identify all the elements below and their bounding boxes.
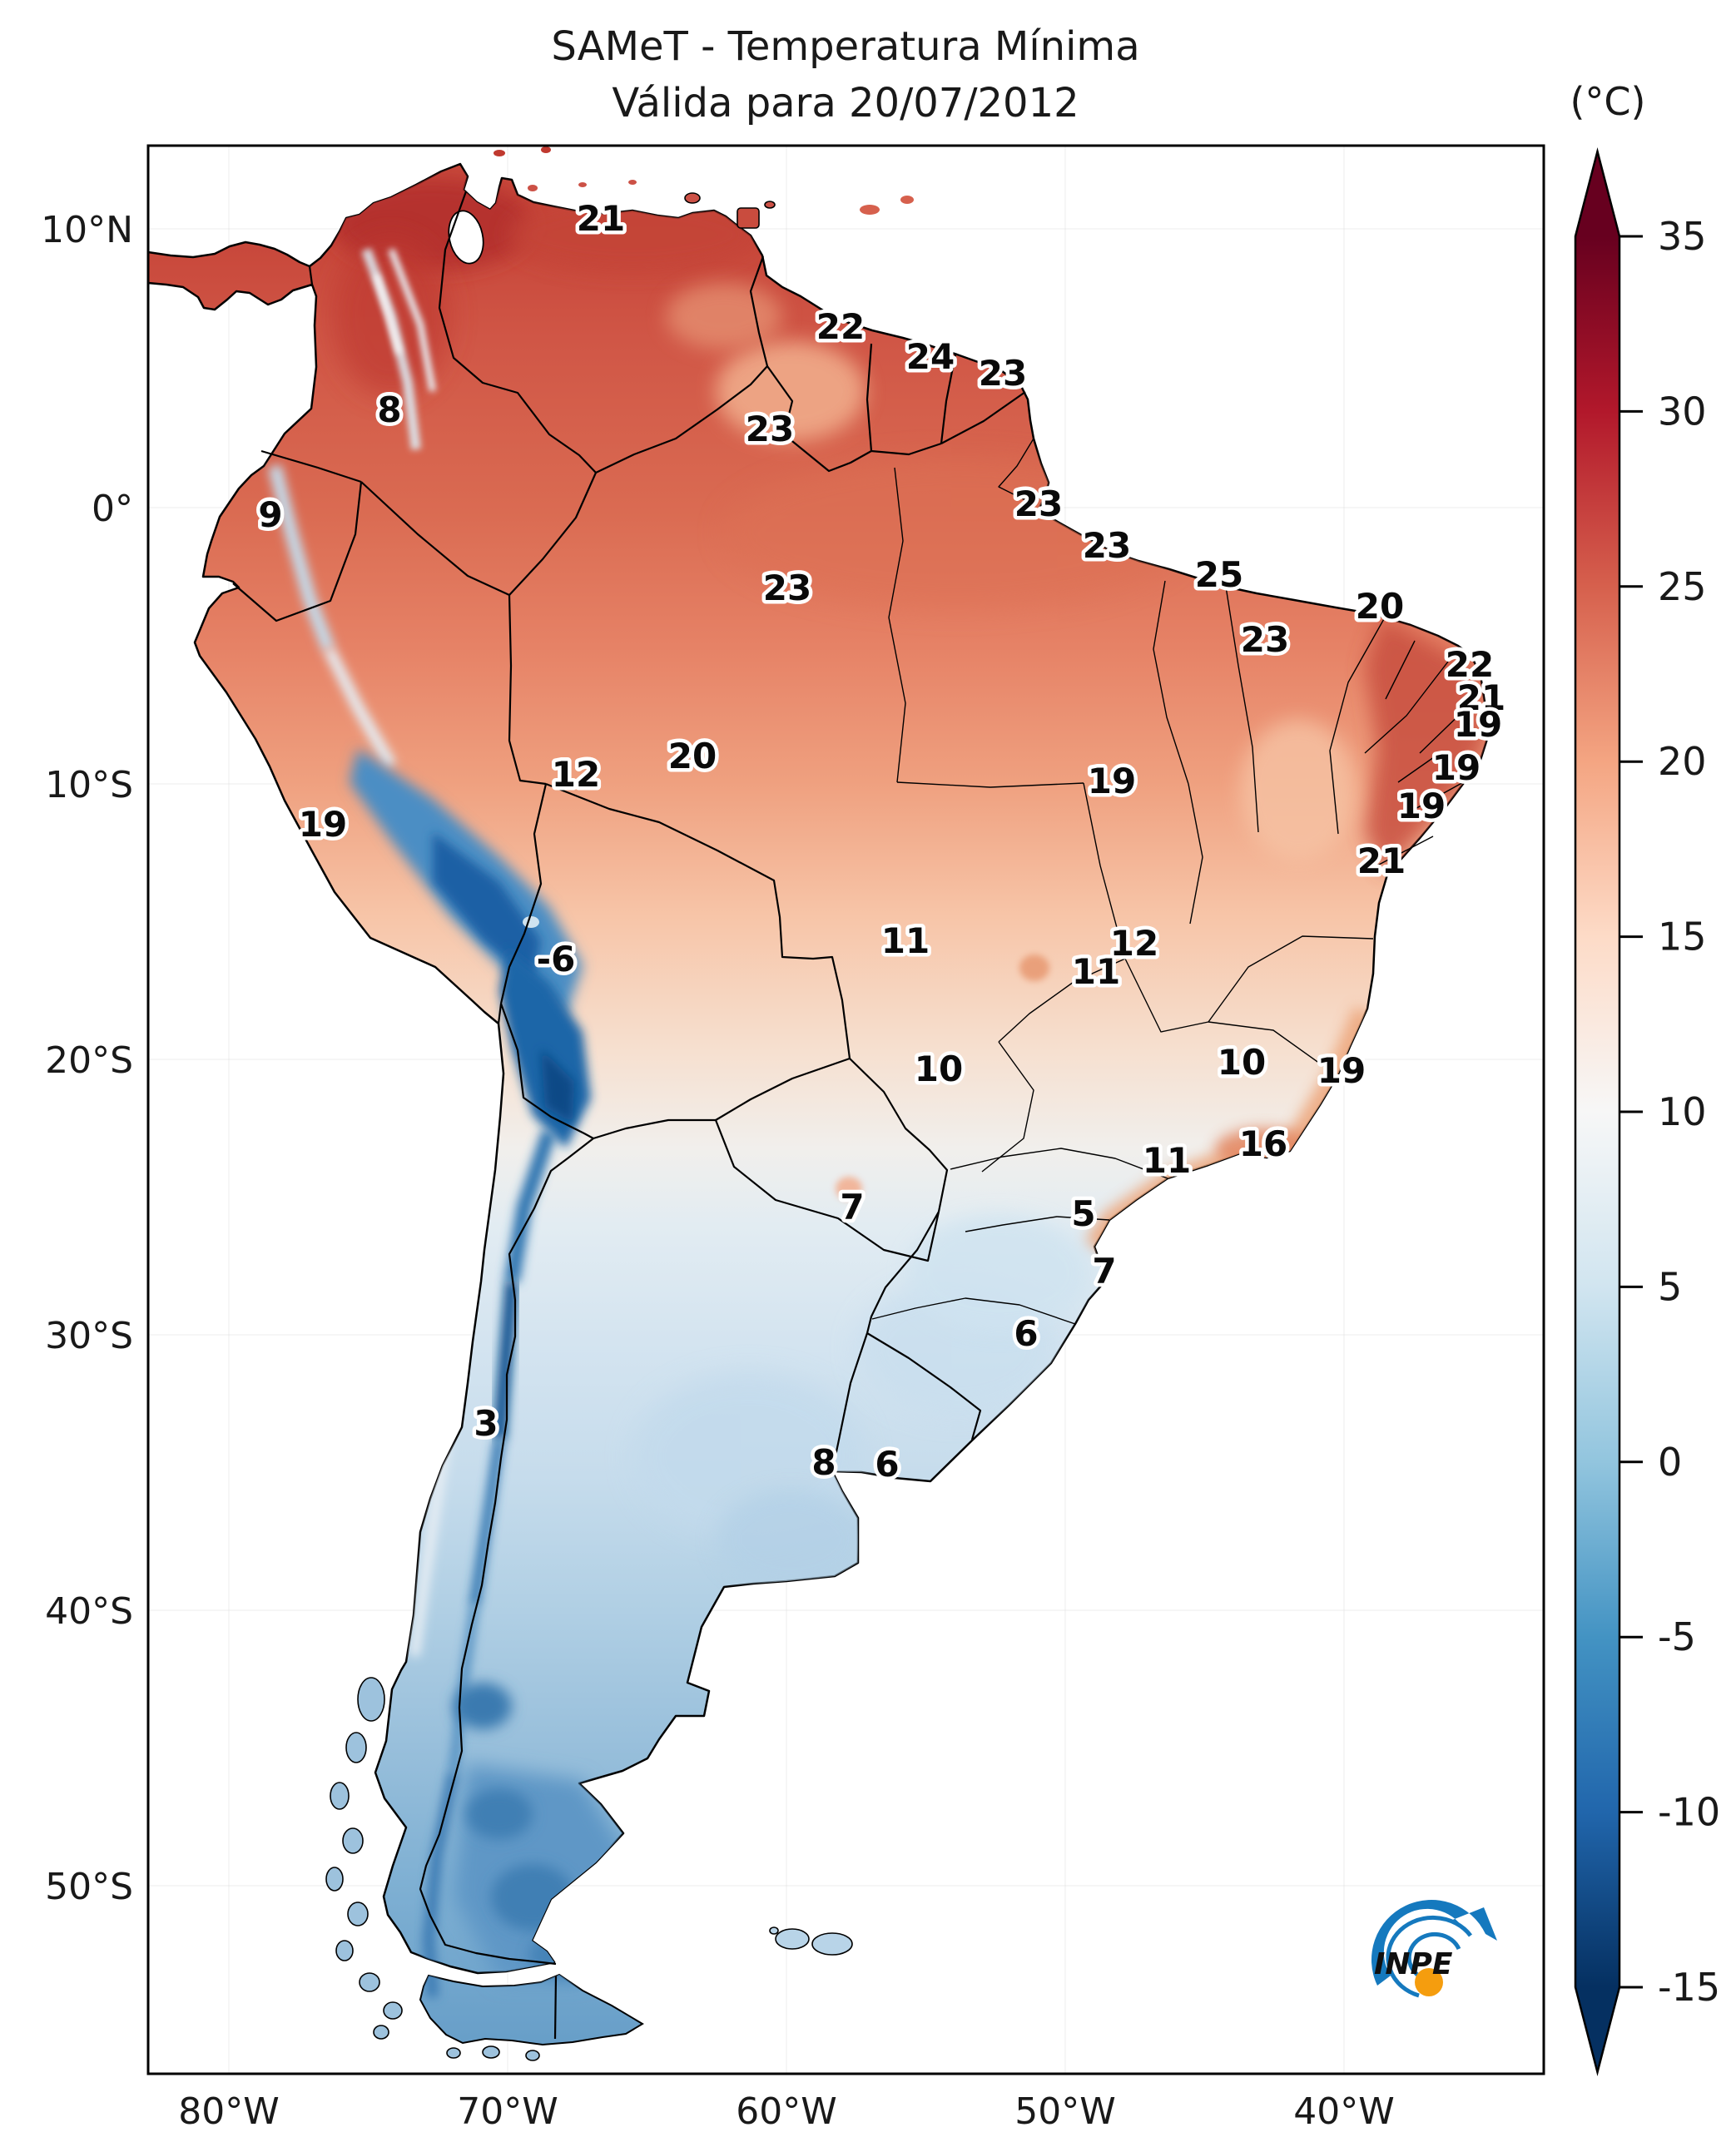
falkland-islands (769, 1926, 853, 1956)
temperature-value-label: 10 (1218, 1042, 1266, 1083)
inpe-logo-text: INPE (1374, 1947, 1453, 1981)
colorbar-unit-label: (°C) (1570, 79, 1645, 124)
islands (325, 146, 914, 2061)
colorbar-tick-label: 15 (1658, 915, 1707, 959)
temperature-value-label: 21 (1357, 840, 1406, 881)
colorbar-tick-label: 20 (1658, 739, 1707, 784)
temperature-value-label: 19 (1454, 704, 1502, 745)
map-title-line1: SAMeT - Temperatura Mínima (551, 23, 1139, 70)
inpe-logo-big-arrow-icon (1371, 1899, 1497, 1986)
temperature-value-label: 7 (1092, 1251, 1116, 1292)
colorbar-tick-label: 25 (1658, 564, 1707, 609)
colorbar-tick-label: 5 (1658, 1264, 1682, 1309)
longitude-tick-label: 40°W (1293, 2090, 1395, 2133)
temperature-value-label: 23 (763, 568, 811, 608)
colorbar-tick-label: 35 (1658, 214, 1707, 259)
temperature-value-label: 20 (668, 736, 717, 776)
inpe-logo-swirl-icon (1386, 1915, 1473, 1998)
colorbar: (°C) 35 30 25 20 15 10 5 0 -5 -10 -15 (1570, 79, 1720, 2076)
latitude-tick-label: 10°S (45, 764, 133, 806)
colorbar-tick-label: 10 (1658, 1089, 1707, 1134)
temperature-value-label: 8 (377, 389, 401, 430)
colorbar-tick-label: -5 (1658, 1614, 1696, 1659)
temperature-value-label: 5 (1071, 1193, 1095, 1234)
temperature-value-label: 19 (1317, 1050, 1366, 1091)
temperature-value-label: 23 (1014, 483, 1063, 524)
temperature-value-label: 20 (1356, 586, 1404, 627)
temperature-value-label: 8 (811, 1442, 836, 1483)
longitude-tick-label: 80°W (178, 2090, 280, 2133)
map-frame (146, 144, 1545, 2075)
latitude-tick-label: 50°S (45, 1866, 133, 1908)
temperature-value-label: 11 (881, 920, 930, 961)
temperature-value-label: 10 (915, 1049, 963, 1089)
temperature-value-label: 22 (1446, 644, 1494, 685)
longitude-axis: 80°W 70°W 60°W 50°W 40°W (178, 2090, 1395, 2133)
inpe-logo-orange-circle-icon (1415, 1968, 1443, 1996)
latitude-axis: 10°N 0° 10°S 20°S 30°S 40°S 50°S (41, 209, 133, 1908)
temperature-value-label: 21 (577, 198, 625, 239)
colorbar-tick-label: 0 (1658, 1440, 1682, 1485)
temperature-value-label: 24 (906, 336, 955, 377)
temperature-value-label: 25 (1195, 554, 1243, 595)
temperature-value-label: 3 (474, 1403, 498, 1444)
temperature-value-label: 7 (840, 1187, 864, 1227)
temperature-value-label: 12 (552, 754, 600, 795)
temperature-value-label: 19 (1088, 761, 1136, 801)
latitude-tick-label: 40°S (45, 1590, 133, 1633)
latitude-tick-label: 10°N (41, 209, 133, 251)
temperature-value-label: 19 (1397, 786, 1446, 826)
temperature-value-label: 19 (1432, 747, 1481, 788)
temperature-value-label: -6 (537, 939, 576, 979)
temperature-value-label: 6 (1014, 1313, 1038, 1354)
temperature-value-label: 23 (1083, 525, 1131, 566)
inpe-logo: INPE (1371, 1899, 1497, 1998)
temperature-value-label: 11 (1072, 951, 1120, 992)
colorbar-tick-label: -10 (1658, 1790, 1720, 1835)
longitude-tick-label: 70°W (457, 2090, 558, 2133)
temperature-value-label: 6 (875, 1444, 899, 1485)
temperature-value-label: 12 (1110, 923, 1158, 964)
temperature-value-label: 23 (979, 353, 1027, 394)
temperature-value-label: 11 (1143, 1140, 1191, 1181)
colorbar-tick-label: 30 (1658, 389, 1707, 434)
temperature-value-label: 19 (299, 804, 347, 845)
colorbar-ticks: 35 30 25 20 15 10 5 0 -5 -10 -15 (1619, 214, 1720, 2010)
colorbar-bar (1574, 147, 1621, 2076)
country-borders (232, 191, 1026, 2040)
temperature-value-label: 22 (816, 306, 865, 347)
temperature-value-label: 21 (1457, 677, 1505, 718)
longitude-tick-label: 60°W (736, 2090, 837, 2133)
temperature-value-label: 16 (1239, 1123, 1287, 1164)
longitude-tick-label: 50°W (1014, 2090, 1116, 2133)
chilean-fjord-islands (325, 1677, 540, 2061)
temperature-value-label: 9 (258, 494, 282, 535)
inpe-logo-swirl-inner-icon (1406, 1931, 1461, 1983)
latitude-tick-label: 30°S (45, 1315, 133, 1357)
latitude-tick-label: 0° (92, 488, 133, 530)
map-title-line2: Válida para 20/07/2012 (612, 80, 1079, 126)
trinidad-island (737, 207, 760, 229)
temperature-value-label: 23 (746, 409, 794, 449)
colorbar-tick-label: -15 (1658, 1965, 1720, 2010)
state-borders (871, 438, 1472, 1325)
temperature-value-label: 23 (1241, 619, 1289, 660)
latitude-tick-label: 20°S (45, 1039, 133, 1082)
tierra-del-fuego-island (419, 1974, 643, 2045)
lake-maracaibo (448, 210, 484, 265)
